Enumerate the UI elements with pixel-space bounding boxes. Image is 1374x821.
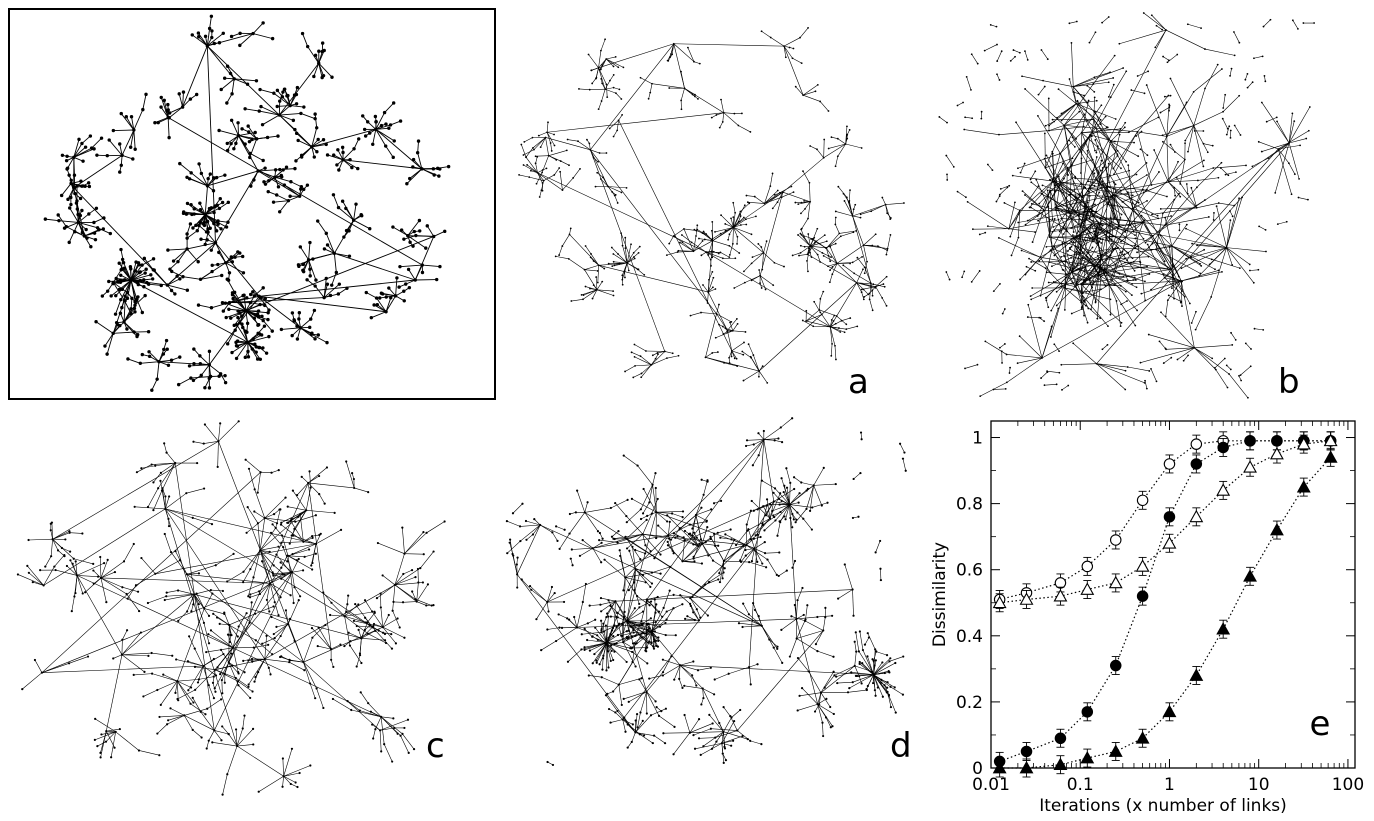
network-panel-a	[508, 4, 918, 404]
data-point	[1189, 509, 1204, 523]
data-point	[1269, 446, 1284, 460]
data-point	[1323, 433, 1338, 447]
network-nodes	[16, 420, 446, 796]
network-edges	[519, 27, 904, 384]
network-nodes	[43, 14, 451, 392]
data-point	[1271, 435, 1283, 447]
data-point	[1019, 760, 1034, 774]
data-point	[1269, 522, 1284, 536]
data-point	[1243, 460, 1257, 473]
data-point	[1109, 659, 1122, 672]
x-tick-label: 0.1	[1067, 775, 1094, 795]
data-point	[1109, 534, 1122, 546]
panel-label-b: b	[1278, 362, 1300, 402]
y-axis-label: Dissimilarity	[930, 542, 950, 647]
network-graph	[938, 12, 1315, 399]
panel-label-e: e	[1310, 704, 1331, 744]
data-point	[1080, 582, 1095, 595]
network-graph	[505, 417, 907, 767]
data-point	[1053, 589, 1068, 602]
x-tick-label: 100	[1332, 775, 1364, 795]
network-panel-c	[10, 410, 480, 810]
data-point	[1217, 441, 1229, 454]
y-tick-label: 0	[972, 759, 983, 779]
data-point	[1081, 706, 1094, 718]
data-point	[1162, 536, 1177, 549]
plot-frame	[990, 420, 1356, 769]
data-point	[1054, 577, 1067, 589]
data-point	[1243, 569, 1257, 582]
y-tick-label: 0.4	[956, 627, 983, 647]
y-tick-label: 0.8	[956, 495, 983, 515]
y-tick-label: 0.2	[956, 693, 983, 713]
x-axis-label: Iterations (x number of links)	[1039, 796, 1287, 816]
y-tick-label: 0.6	[956, 561, 983, 581]
panel-label-d: d	[890, 726, 912, 766]
network-nodes	[938, 12, 1315, 399]
x-tick-label: 0.01	[972, 775, 1010, 795]
data-point	[1296, 437, 1311, 450]
network-original-panel	[8, 8, 496, 400]
data-point	[1054, 732, 1067, 745]
data-point	[1244, 435, 1256, 447]
data-point	[1136, 494, 1149, 507]
data-point	[1190, 438, 1203, 450]
data-point	[1189, 668, 1204, 681]
data-point	[1108, 575, 1123, 589]
data-point	[1163, 511, 1176, 523]
network-panel-d	[490, 410, 920, 780]
data-point	[1162, 704, 1177, 718]
x-tick-label: 1	[1164, 775, 1175, 795]
network-graph	[16, 420, 446, 796]
dissimilarity-chart: 0.01 0.1 1 10 100 0 0.2 0.4 0.6 0.8 1 Iterations (x…	[925, 415, 1374, 821]
y-tick-label: 1	[972, 429, 983, 449]
panel-label-a: a	[848, 362, 869, 402]
network-edges	[45, 16, 449, 391]
data-point	[1190, 458, 1203, 470]
data-point	[1163, 458, 1176, 470]
data-point	[1108, 744, 1123, 757]
data-point	[1323, 450, 1338, 463]
data-point	[1020, 745, 1033, 758]
panel-label-c: c	[426, 726, 445, 766]
network-nodes	[518, 27, 905, 384]
data-point	[1135, 559, 1150, 572]
data-point	[1080, 750, 1095, 764]
data-point	[992, 595, 1007, 609]
data-point	[1081, 560, 1094, 573]
data-point	[992, 760, 1007, 774]
series-3-line	[999, 456, 1332, 769]
data-point	[1135, 731, 1150, 744]
network-panel-b	[928, 4, 1318, 404]
network-graph	[43, 14, 451, 392]
network-graph	[518, 27, 905, 384]
data-point	[1296, 479, 1311, 493]
data-point	[1216, 622, 1231, 635]
data-point	[1019, 592, 1034, 605]
network-nodes	[505, 417, 907, 767]
data-point	[1216, 483, 1231, 496]
x-tick-label: 10	[1248, 775, 1270, 795]
data-point	[1053, 757, 1068, 771]
network-edges	[506, 418, 907, 766]
data-point	[1136, 590, 1149, 602]
